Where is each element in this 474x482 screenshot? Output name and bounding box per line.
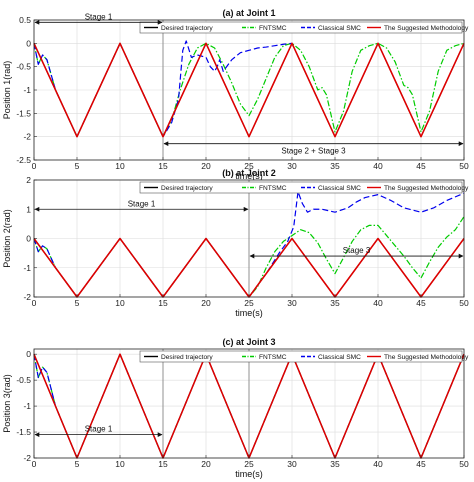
stage-label: Stage 2 + Stage 3 [281,147,346,156]
legend-label: The Suggested Methodology [384,354,469,361]
y-axis-label: Position 2(rad) [2,209,12,268]
x-tick-label: 25 [244,161,254,171]
x-tick-label: 50 [459,459,469,469]
series-line-the-suggested-methodology [33,42,465,138]
y-tick-label: -1.5 [16,427,31,437]
x-tick-label: 15 [158,298,168,308]
x-tick-label: 5 [75,459,80,469]
legend-label: FNTSMC [259,185,287,192]
x-tick-label: 45 [416,161,426,171]
x-tick-label: 20 [201,161,211,171]
y-tick-label: -1 [23,401,31,411]
legend-label: FNTSMC [259,25,287,32]
stage-label: Stage 1 [85,12,113,21]
y-tick-label: 0 [26,234,31,244]
panel-title: (c) at Joint 3 [222,337,275,347]
x-tick-label: 30 [287,161,297,171]
x-tick-label: 15 [158,161,168,171]
legend-label: Classical SMC [318,185,361,192]
y-tick-label: -0.5 [16,62,31,72]
x-tick-label: 0 [32,298,37,308]
x-tick-label: 10 [115,459,125,469]
x-axis-label: time(s) [235,469,263,479]
x-tick-label: 10 [115,161,125,171]
legend-label: Desired trajectory [161,354,213,361]
x-tick-label: 45 [416,459,426,469]
x-tick-label: 40 [373,161,383,171]
x-tick-label: 5 [75,161,80,171]
x-tick-label: 20 [201,459,211,469]
legend-label: The Suggested Methodology [384,25,469,32]
legend-label: FNTSMC [259,354,287,361]
panel-title: (a) at Joint 1 [222,8,275,18]
x-tick-label: 35 [330,298,340,308]
legend: Desired trajectory FNTSMC Classical SMC The… [139,181,469,194]
y-tick-label: -2 [23,453,31,463]
y-tick-label: -2 [23,292,31,302]
y-tick-label: 0 [26,349,31,359]
y-tick-label: 1 [26,204,31,214]
x-tick-label: 30 [287,459,297,469]
x-tick-label: 25 [244,298,254,308]
stage-label: Stage 1 [85,425,113,434]
chart-panel-1: 0 5 10 15 20 25 30 35 40 45 50 0.5 0 -0.5 -1 -1.5 -2 -2.5… [2,8,469,181]
x-tick-label: 20 [201,298,211,308]
x-tick-label: 35 [330,161,340,171]
y-tick-label: -1 [23,85,31,95]
legend: Desired trajectory FNTSMC Classical SMC The… [139,21,469,34]
y-tick-label: -1 [23,263,31,273]
legend-label: Desired trajectory [161,185,213,192]
legend-label: Desired trajectory [161,25,213,32]
y-tick-label: 0 [26,38,31,48]
x-tick-label: 45 [416,298,426,308]
x-tick-label: 50 [459,298,469,308]
stage-label: Stage 3 [343,246,371,255]
x-tick-label: 30 [287,298,297,308]
x-axis-label: time(s) [235,171,263,181]
x-tick-label: 5 [75,298,80,308]
y-axis-label: Position 3(rad) [2,374,12,433]
y-tick-label: 0.5 [19,15,31,25]
legend-label: Classical SMC [318,354,361,361]
panel-title: (b) at Joint 2 [222,168,276,178]
x-tick-label: 10 [115,298,125,308]
stage-label: Stage 1 [128,199,156,208]
chart-panel-3: 0 5 10 15 20 25 30 35 40 45 50 0 -0.5 -1 -1.5 -2 (c) at … [2,337,469,479]
x-tick-label: 0 [32,161,37,171]
x-axis-label: time(s) [235,308,263,318]
y-tick-label: -0.5 [16,375,31,385]
legend: Desired trajectory FNTSMC Classical SMC The… [139,350,469,363]
y-tick-label: 2 [26,175,31,185]
y-tick-label: -2 [23,132,31,142]
x-tick-label: 40 [373,459,383,469]
legend-label: Classical SMC [318,25,361,32]
x-tick-label: 15 [158,459,168,469]
x-tick-label: 35 [330,459,340,469]
x-tick-label: 0 [32,459,37,469]
legend-label: The Suggested Methodology [384,185,469,192]
y-tick-label: -2.5 [16,155,31,165]
x-tick-label: 40 [373,298,383,308]
y-axis-label: Position 1(rad) [2,61,12,120]
x-tick-label: 25 [244,459,254,469]
y-tick-label: -1.5 [16,108,31,118]
x-tick-label: 50 [459,161,469,171]
